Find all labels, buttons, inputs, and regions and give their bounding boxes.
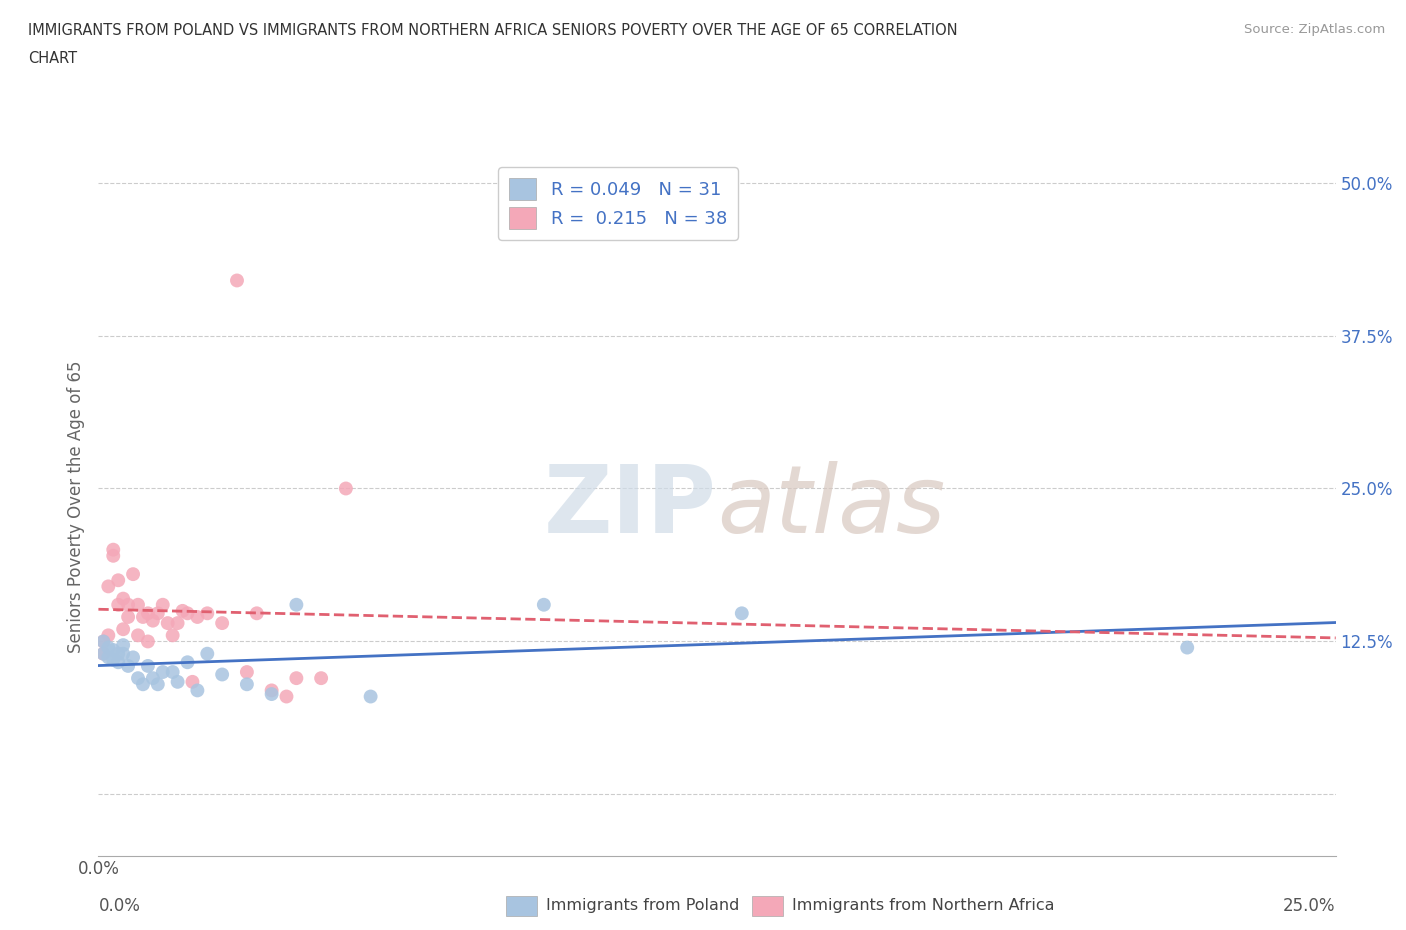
- Text: ZIP: ZIP: [544, 461, 717, 552]
- Point: [127, 597, 149, 612]
- Point: [176, 605, 198, 620]
- Point: [112, 646, 135, 661]
- Y-axis label: Seniors Poverty Over the Age of 65: Seniors Poverty Over the Age of 65: [66, 361, 84, 653]
- Point: [1175, 640, 1198, 655]
- Point: [97, 579, 120, 594]
- Point: [142, 671, 165, 685]
- Text: CHART: CHART: [28, 51, 77, 66]
- Point: [93, 646, 115, 661]
- Point: [166, 616, 188, 631]
- Point: [176, 655, 198, 670]
- Point: [166, 674, 188, 689]
- Point: [97, 628, 120, 643]
- Point: [156, 616, 179, 631]
- Point: [142, 613, 165, 628]
- Point: [127, 628, 149, 643]
- Point: [186, 609, 208, 624]
- Point: [93, 634, 115, 649]
- Point: [112, 591, 135, 606]
- Point: [181, 674, 204, 689]
- Point: [107, 573, 129, 588]
- Legend: R = 0.049   N = 31, R =  0.215   N = 38: R = 0.049 N = 31, R = 0.215 N = 38: [498, 167, 738, 240]
- Point: [107, 646, 129, 661]
- Point: [107, 655, 129, 670]
- Point: [97, 640, 120, 655]
- Point: [117, 597, 139, 612]
- Point: [162, 628, 184, 643]
- Point: [360, 689, 382, 704]
- Point: [335, 481, 357, 496]
- Point: [136, 634, 159, 649]
- Text: IMMIGRANTS FROM POLAND VS IMMIGRANTS FROM NORTHERN AFRICA SENIORS POVERTY OVER T: IMMIGRANTS FROM POLAND VS IMMIGRANTS FRO…: [28, 23, 957, 38]
- Point: [162, 665, 184, 680]
- Point: [246, 605, 269, 620]
- Point: [112, 638, 135, 653]
- Point: [260, 686, 283, 701]
- Point: [186, 683, 208, 698]
- Point: [103, 549, 125, 564]
- Point: [132, 609, 155, 624]
- Text: 0.0%: 0.0%: [98, 897, 141, 915]
- Point: [117, 609, 139, 624]
- Point: [195, 646, 218, 661]
- Point: [236, 677, 259, 692]
- Point: [136, 658, 159, 673]
- Point: [211, 667, 233, 682]
- Text: Immigrants from Northern Africa: Immigrants from Northern Africa: [792, 898, 1054, 913]
- Point: [731, 605, 754, 620]
- Point: [152, 665, 174, 680]
- Point: [93, 646, 115, 661]
- Point: [107, 597, 129, 612]
- Point: [172, 604, 194, 618]
- Point: [122, 566, 145, 581]
- Point: [211, 616, 233, 631]
- Point: [103, 643, 125, 658]
- Point: [136, 605, 159, 620]
- Point: [103, 652, 125, 667]
- Point: [132, 677, 155, 692]
- Text: atlas: atlas: [717, 461, 945, 552]
- Point: [112, 622, 135, 637]
- Point: [236, 665, 259, 680]
- Point: [146, 605, 169, 620]
- Point: [533, 597, 555, 612]
- Point: [152, 597, 174, 612]
- Point: [93, 634, 115, 649]
- Point: [127, 671, 149, 685]
- Point: [285, 597, 308, 612]
- Point: [122, 650, 145, 665]
- Point: [117, 658, 139, 673]
- Point: [146, 677, 169, 692]
- Text: 25.0%: 25.0%: [1284, 897, 1336, 915]
- Text: Immigrants from Poland: Immigrants from Poland: [546, 898, 740, 913]
- Text: Source: ZipAtlas.com: Source: ZipAtlas.com: [1244, 23, 1385, 36]
- Point: [103, 542, 125, 557]
- Point: [309, 671, 332, 685]
- Point: [226, 273, 249, 288]
- Point: [285, 671, 308, 685]
- Point: [276, 689, 298, 704]
- Point: [97, 650, 120, 665]
- Point: [195, 605, 218, 620]
- Point: [260, 683, 283, 698]
